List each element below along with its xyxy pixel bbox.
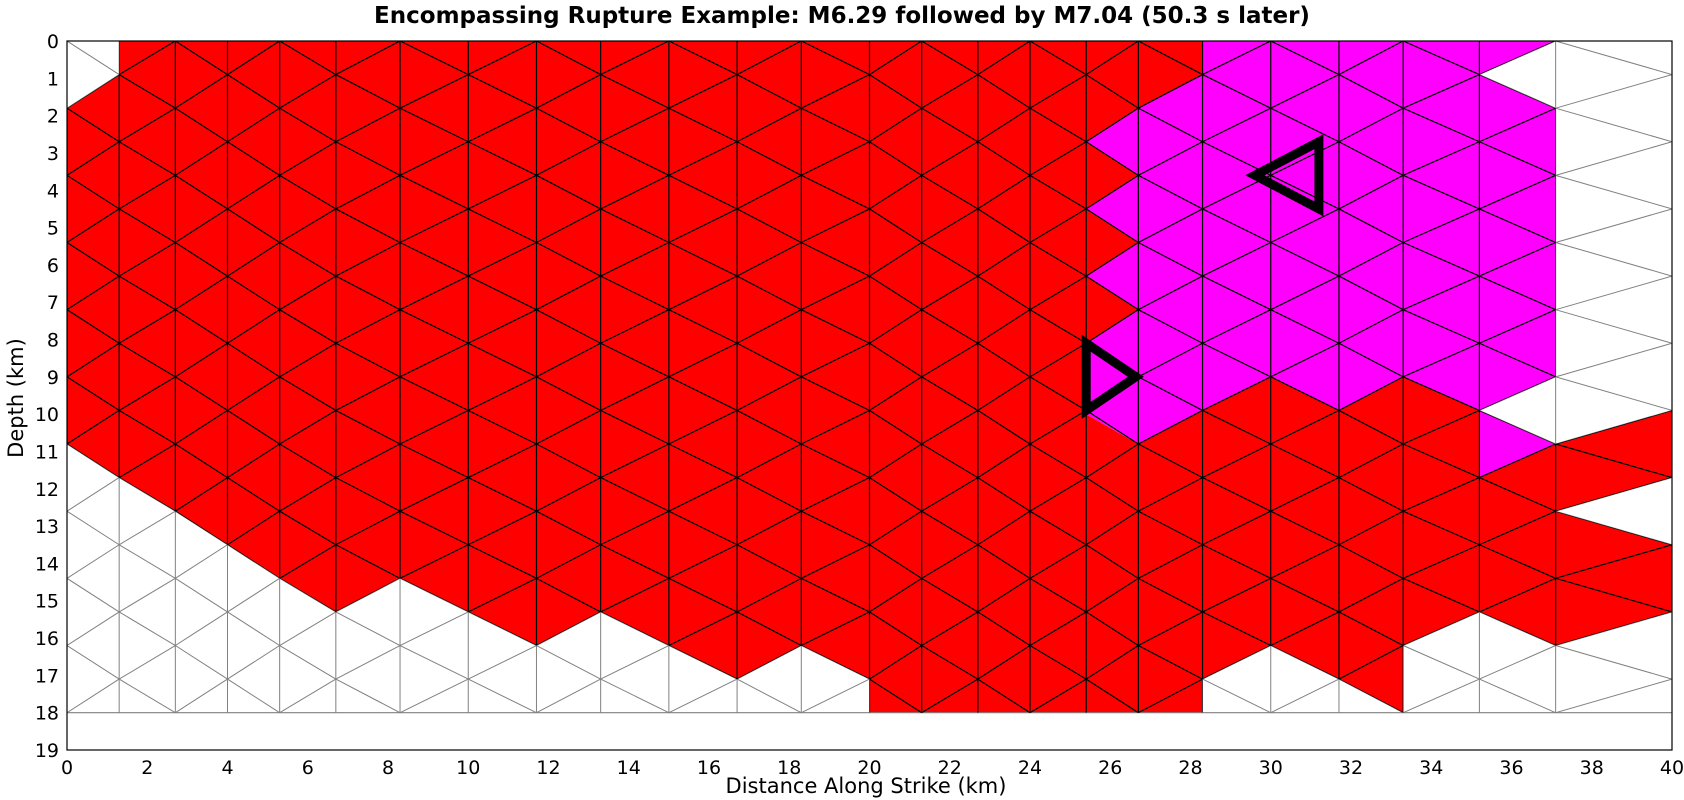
x-axis-label: Distance Along Strike (km): [726, 774, 1007, 798]
x-tick-label: 32: [1339, 757, 1363, 779]
x-tick-label: 26: [1098, 757, 1122, 779]
x-tick-label: 22: [938, 757, 962, 779]
y-tick-label: 18: [35, 703, 59, 725]
x-tick-label: 28: [1178, 757, 1202, 779]
x-tick-label: 16: [697, 757, 721, 779]
y-tick-label: 4: [47, 180, 59, 202]
x-tick-label: 40: [1660, 757, 1684, 779]
y-tick-label: 7: [47, 292, 59, 314]
y-tick-label: 10: [35, 404, 59, 426]
x-tick-label: 4: [221, 757, 233, 779]
x-tick-label: 6: [302, 757, 314, 779]
hypocenter-marker-2: [1245, 134, 1324, 217]
x-tick-label: 34: [1419, 757, 1443, 779]
x-tick-label: 8: [382, 757, 394, 779]
x-tick-label: 20: [857, 757, 881, 779]
y-tick-label: 16: [35, 628, 59, 650]
x-tick-label: 36: [1499, 757, 1523, 779]
y-tick-label: 2: [47, 106, 59, 128]
x-tick-label: 24: [1018, 757, 1042, 779]
x-tick-label: 38: [1580, 757, 1604, 779]
x-tick-label: 12: [536, 757, 560, 779]
x-tick-label: 10: [456, 757, 480, 779]
y-tick-label: 12: [35, 479, 59, 501]
y-tick-label: 14: [35, 553, 59, 575]
plot-frame: [66, 40, 1673, 751]
y-tick-label: 6: [47, 255, 59, 277]
y-tick-label: 1: [47, 68, 59, 90]
mesh-layer: [66, 40, 1673, 751]
y-tick-label: 13: [35, 516, 59, 538]
y-tick-label: 8: [47, 330, 59, 352]
y-tick-label: 17: [35, 665, 59, 687]
hypocenter-marker-1: [1081, 334, 1144, 419]
rupture-2-region: [1086, 41, 1556, 478]
y-tick-label: 15: [35, 591, 59, 613]
y-axis-label: Depth (km): [4, 338, 28, 458]
x-tick-label: 18: [777, 757, 801, 779]
y-tick-label: 19: [35, 740, 59, 762]
x-tick-label: 0: [61, 757, 73, 779]
x-tick-label: 2: [141, 757, 153, 779]
x-tick-label: 14: [617, 757, 641, 779]
y-tick-label: 11: [35, 441, 59, 463]
x-tick-label: 30: [1259, 757, 1283, 779]
y-tick-label: 0: [47, 31, 59, 53]
x-tick-labels: 0 2 4 6 8 10 12 14 16 18 20 22 24 26 28 30 32 34 36 38 40: [61, 757, 1684, 779]
chart-title: Encompassing Rupture Example: M6.29 foll…: [374, 3, 1310, 29]
y-tick-label: 9: [47, 367, 59, 389]
y-tick-label: 5: [47, 218, 59, 240]
y-tick-label: 3: [47, 143, 59, 165]
